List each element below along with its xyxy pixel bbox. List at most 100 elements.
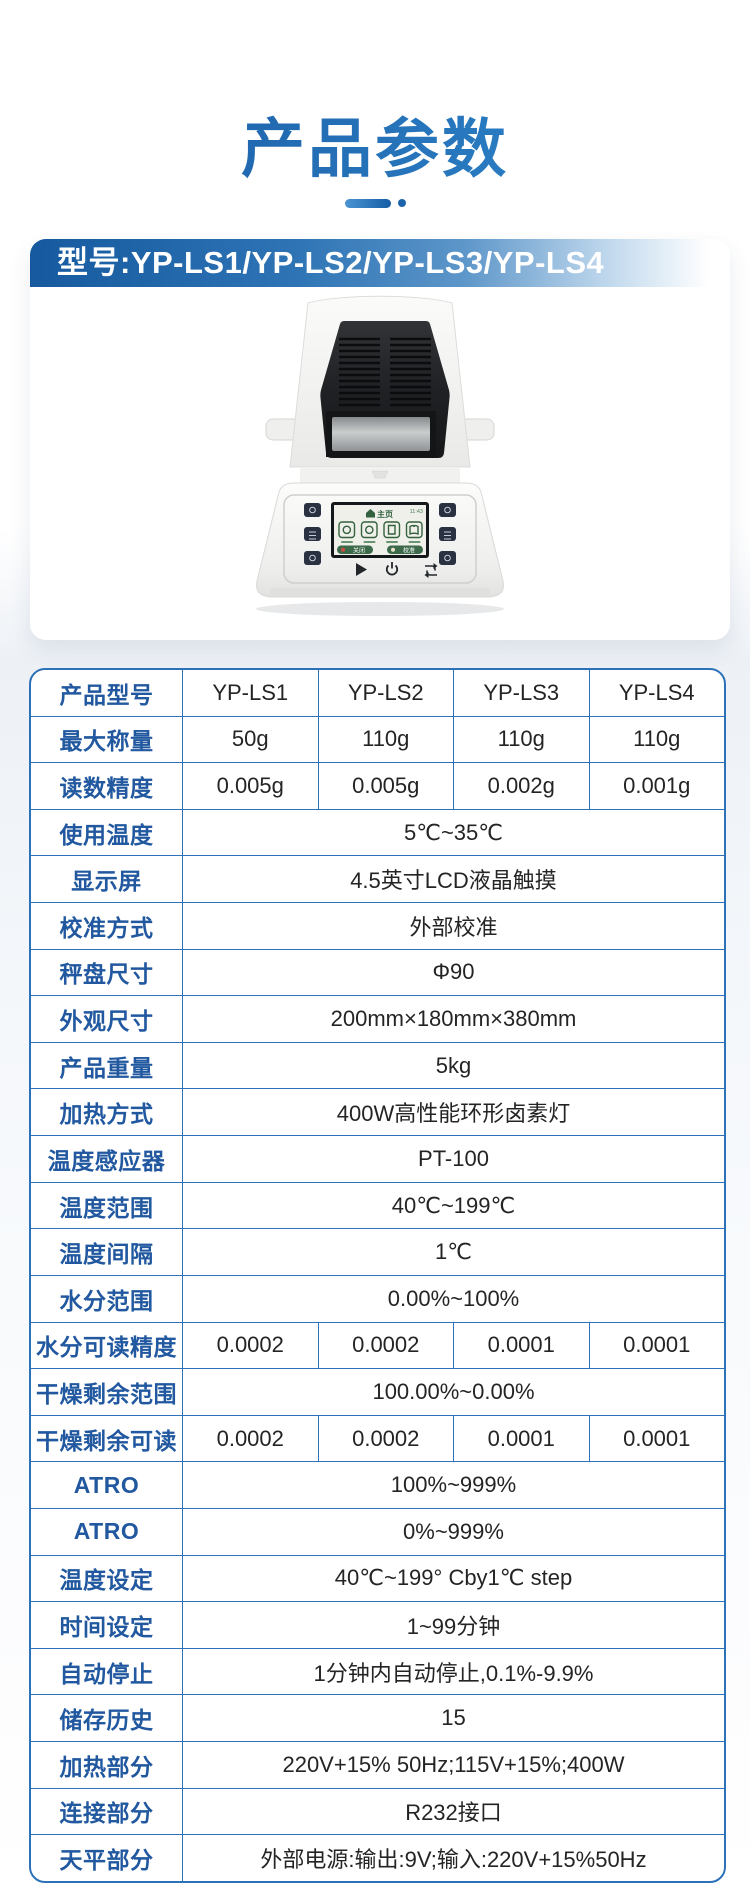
title-divider [0,197,750,209]
row-label: 产品重量 [31,1042,183,1089]
calibrate-dot-icon [391,547,395,552]
row-label: 干燥剩余范围 [31,1369,183,1415]
screen-menu-icons[interactable] [338,521,423,539]
row-value: 0.0001 [454,1322,590,1369]
row-value-merged: PT-100 [418,1145,489,1171]
screen-icon-labels [341,541,421,543]
table-row: 自动停止 1分钟内自动停止,0.1%-9.9% [31,1647,724,1695]
play-icon[interactable] [356,563,367,576]
product-photo: 主页 11:43 [30,287,730,640]
row-value: 110g [319,716,454,763]
table-row: 温度设定 40℃~199° Cby1℃ step [31,1554,724,1602]
table-row: 读数精度 0.005g 0.005g 0.002g 0.001g [31,762,724,809]
row-value: YP-LS2 [319,670,454,716]
panel-buttons[interactable] [304,503,456,565]
row-value-merged: 5kg [435,1052,472,1078]
product-card: 型号:YP-LS1/YP-LS2/YP-LS3/YP-LS4 [30,239,730,640]
row-value-merged: 1~99分钟 [406,1613,501,1639]
screen-button-close[interactable] [337,545,373,555]
row-value-merged: 1分钟内自动停止,0.1%-9.9% [313,1660,594,1686]
row-value: 0.0002 [183,1415,319,1462]
row-value: 0.0001 [623,1332,691,1358]
table-row: ATRO 0%~999% [31,1507,724,1555]
row-label: 秤盘尺寸 [31,949,183,996]
row-label: 温度间隔 [31,1229,183,1275]
power-icon[interactable] [385,562,399,576]
row-label: 显示屏 [31,856,183,903]
row-value-merged: 5℃~35℃ [404,819,503,845]
table-row: 显示屏 4.5英寸LCD液晶触摸 [31,855,724,903]
table-row: 温度范围 40℃~199℃ [31,1181,724,1229]
row-label: 温度范围 [31,1182,183,1229]
screen-time: 11:43 [410,509,423,515]
table-row: 外观尺寸 200mm×180mm×380mm [31,995,724,1042]
spec-table: 产品型号 YP-LS1 YP-LS2 YP-LS3 YP-LS4 最大称量 50g 110g 1… [29,668,726,1883]
moisture-analyzer-image: 主页 11:43 [256,295,504,616]
row-value: YP-LS3 [454,670,590,716]
close-dot-icon [341,547,345,552]
table-row: 加热部分 220V+15% 50Hz;115V+15%;400W [31,1741,724,1788]
row-value-merged: 100%~999% [390,1472,517,1498]
row-label: 加热部分 [31,1742,183,1788]
row-value: YP-LS1 [183,670,319,716]
table-row: 储存历史 15 [31,1694,724,1742]
table-row: 水分范围 0.00%~100% [31,1274,724,1322]
table-row: 校准方式 外部校准 [31,902,724,949]
row-label: 加热方式 [31,1089,183,1136]
table-row: 使用温度 5℃~35℃ [31,808,724,856]
row-value-merged: 40℃~199℃ [391,1192,516,1218]
row-label: 外观尺寸 [31,996,183,1042]
row-label: 天平部分 [31,1835,183,1881]
row-value-merged: Φ90 [432,959,475,985]
screen-button-close-label: 关闭 [353,546,365,554]
table-row: 连接部分 R232接口 [31,1787,724,1835]
row-label: 储存历史 [31,1695,183,1742]
row-value-merged: R232接口 [405,1800,502,1826]
row-value-merged: 15 [441,1705,466,1731]
divider-bar [344,198,391,208]
row-value-merged: 100.00%~0.00% [372,1378,535,1404]
table-row: ATRO 100%~999% [31,1461,724,1508]
row-value-merged: 40℃~199° Cby1℃ step [334,1565,573,1591]
row-value-merged: 200mm×180mm×380mm [330,1006,577,1032]
table-row: 产品型号 YP-LS1 YP-LS2 YP-LS3 YP-LS4 [31,670,724,716]
row-value-merged: 400W高性能环形卤素灯 [336,1101,571,1127]
base-lip [270,588,490,596]
row-value: 0.0001 [623,1425,691,1451]
screen-button-calibrate-label: 校准 [403,546,415,554]
row-value: 0.002g [454,763,590,809]
table-row: 加热方式 400W高性能环形卤素灯 [31,1088,724,1136]
sample-window-glass [332,417,430,451]
table-row: 水分可读精度 0.0002 0.0002 0.0001 0.0001 [31,1321,724,1369]
row-label: 水分范围 [31,1275,183,1322]
screen-button-calibrate[interactable] [387,545,423,555]
row-label: 水分可读精度 [31,1322,183,1369]
row-value-merged: 外部电源:输出:9V;输入:220V+15%50Hz [260,1847,647,1873]
row-value: 0.0002 [183,1322,319,1369]
row-label: 产品型号 [31,670,183,716]
row-label: 校准方式 [31,903,183,949]
row-label: 自动停止 [31,1648,183,1695]
row-label: 使用温度 [31,809,183,856]
table-row: 产品重量 5kg [31,1041,724,1089]
control-panel [283,494,477,584]
row-value: 0.005g [183,763,319,809]
tare-icon[interactable] [424,563,438,578]
table-row: 干燥剩余范围 100.00%~0.00% [31,1368,724,1415]
row-label: 温度设定 [31,1555,183,1602]
row-value: 110g [454,716,590,763]
panel-button-glyphs [309,506,451,562]
device-shadow [256,602,504,616]
row-value: 50g [183,716,319,763]
row-value-merged: 1℃ [435,1239,472,1265]
row-value: 0.0002 [319,1415,454,1462]
page-title: 产品参数 [0,98,750,190]
row-value: 0.0001 [454,1415,590,1462]
divider-dot [397,199,406,207]
table-row: 干燥剩余可读 0.0002 0.0002 0.0001 0.0001 [31,1414,724,1462]
row-label: 时间设定 [31,1602,183,1648]
model-header: 型号:YP-LS1/YP-LS2/YP-LS3/YP-LS4 [30,239,730,287]
screen-home-label: 主页 [377,509,393,519]
row-label: ATRO [31,1462,183,1508]
